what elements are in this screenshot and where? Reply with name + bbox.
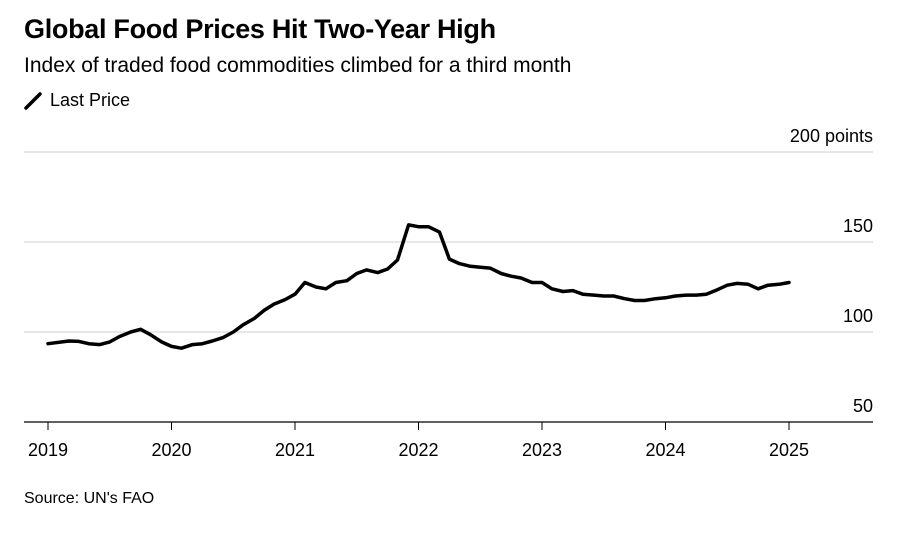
source-note: Source: UN's FAO (24, 490, 155, 507)
series-line-last-price (46, 223, 791, 350)
x-tick-label: 2022 (398, 440, 438, 460)
x-tick-label: 2020 (151, 440, 191, 460)
line-series-icon (24, 91, 42, 110)
chart-legend: Last Price (24, 90, 130, 111)
chart-subtitle: Index of traded food commodities climbed… (24, 54, 572, 77)
chart-title: Global Food Prices Hit Two-Year High (24, 14, 496, 44)
x-tick-label: 2019 (28, 440, 68, 460)
x-tick-label: 2021 (275, 440, 315, 460)
legend-series-label: Last Price (50, 90, 131, 110)
gridlines (24, 151, 873, 333)
x-tick-label: 2025 (769, 440, 809, 460)
y-axis-labels: 200 points 150 100 50 (790, 126, 873, 416)
y-tick-label: 200 points (790, 126, 873, 146)
x-axis: 2019 2020 2021 2022 2023 2024 2025 (24, 421, 873, 460)
y-tick-label: 50 (853, 396, 873, 416)
y-tick-label: 150 (843, 216, 873, 236)
x-tick-label: 2023 (522, 440, 562, 460)
series-lines (46, 223, 791, 350)
x-tick-label: 2024 (645, 440, 685, 460)
y-tick-label: 100 (843, 306, 873, 326)
